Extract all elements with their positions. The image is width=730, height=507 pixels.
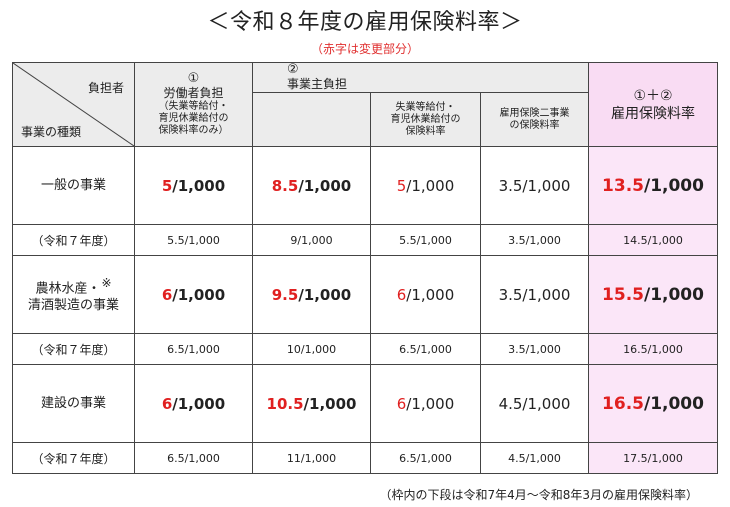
page-subtitle: （赤字は変更部分） <box>310 42 419 56</box>
category-line: 農林水産・※ <box>35 275 112 297</box>
table-row-prev: （令和７年度） 6.5/1,000 10/1,000 6.5/1,000 3.5… <box>12 333 718 365</box>
prev-total: 16.5/1,000 <box>588 333 718 365</box>
employer-rate-cell: 8.5/1,000 <box>252 146 371 225</box>
prev-year-label: （令和７年度） <box>12 224 135 256</box>
rate-table: 負担者 事業の種類 ① 労働者負担 （失業等給付・ 育児休業給付の 保険料率のみ… <box>12 62 718 474</box>
prev-two-programs: 3.5/1,000 <box>480 333 589 365</box>
table-row-prev: （令和７年度） 5.5/1,000 9/1,000 5.5/1,000 3.5/… <box>12 224 718 256</box>
worker-rate-cell: 6/1,000 <box>134 255 253 334</box>
prev-year-label: （令和７年度） <box>12 333 135 365</box>
category-line: 建設の事業 <box>40 396 106 411</box>
employer-rate-cell: 10.5/1,000 <box>252 364 371 443</box>
employer-number: ② <box>287 62 299 77</box>
prev-employer: 11/1,000 <box>252 442 371 474</box>
benefits-rate-cell: 5/1,000 <box>370 146 481 225</box>
prev-worker: 6.5/1,000 <box>134 333 253 365</box>
two-programs-rate-cell: 3.5/1,000 <box>480 255 589 334</box>
prev-two-programs: 4.5/1,000 <box>480 442 589 474</box>
prev-worker: 5.5/1,000 <box>134 224 253 256</box>
total-rate-cell: 15.5/1,000 <box>588 255 718 334</box>
prev-benefits: 6.5/1,000 <box>370 442 481 474</box>
table-row: 一般の事業 5/1,000 8.5/1,000 5/1,000 3.5/1,00… <box>12 146 718 225</box>
two-programs-rate-cell: 4.5/1,000 <box>480 364 589 443</box>
worker-rate-cell: 6/1,000 <box>134 364 253 443</box>
category-cell: 建設の事業 <box>12 364 135 443</box>
benefits-rate-cell: 6/1,000 <box>370 255 481 334</box>
prev-total: 14.5/1,000 <box>588 224 718 256</box>
category-line: 清酒製造の事業 <box>27 298 119 314</box>
table-row: 建設の事業 6/1,000 10.5/1,000 6/1,000 4.5/1,0… <box>12 364 718 443</box>
corner-top-label: 負担者 <box>87 81 124 95</box>
benefits-label-1: 失業等給付・ <box>395 101 456 113</box>
header-employer-blank <box>252 92 371 147</box>
benefits-label-3: 保険料率 <box>405 125 446 137</box>
category-line: 一般の事業 <box>40 178 106 193</box>
header-benefits: 失業等給付・ 育児休業給付の 保険料率 <box>370 92 481 147</box>
worker-rate-cell: 5/1,000 <box>134 146 253 225</box>
worker-number: ① <box>187 71 200 86</box>
page-title: ＜令和８年度の雇用保険料率＞ <box>207 10 523 35</box>
benefits-rate-cell: 6/1,000 <box>370 364 481 443</box>
prev-two-programs: 3.5/1,000 <box>480 224 589 256</box>
employer-label: 事業主負担 <box>287 77 348 91</box>
worker-note-1: （失業等給付・ <box>158 101 229 112</box>
prev-total: 17.5/1,000 <box>588 442 718 474</box>
total-rate-cell: 16.5/1,000 <box>588 364 718 443</box>
header-worker: ① 労働者負担 （失業等給付・ 育児休業給付の 保険料率のみ） <box>134 62 253 147</box>
header-employer: ② 事業主負担 <box>252 62 589 93</box>
two-programs-label-1: 雇用保険二事業 <box>499 107 570 119</box>
prev-employer: 10/1,000 <box>252 333 371 365</box>
table-row: 農林水産・※ 清酒製造の事業 6/1,000 9.5/1,000 6/1,000… <box>12 255 718 334</box>
total-rate-cell: 13.5/1,000 <box>588 146 718 225</box>
worker-note-3: 保険料率のみ） <box>158 125 229 136</box>
two-programs-rate-cell: 3.5/1,000 <box>480 146 589 225</box>
total-label: 雇用保険料率 <box>611 105 695 122</box>
benefits-label-2: 育児休業給付の <box>390 113 461 125</box>
worker-note-2: 育児休業給付の <box>158 113 229 124</box>
prev-year-label: （令和７年度） <box>12 442 135 474</box>
footnote: （枠内の下段は令和7年4月～令和8年3月の雇用保険料率） <box>379 488 698 502</box>
header-total: ①＋② 雇用保険料率 <box>588 62 718 147</box>
prev-benefits: 6.5/1,000 <box>370 333 481 365</box>
header-corner: 負担者 事業の種類 <box>12 62 135 147</box>
employer-rate-cell: 9.5/1,000 <box>252 255 371 334</box>
header-two-programs: 雇用保険二事業 の保険料率 <box>480 92 589 147</box>
two-programs-label-2: の保険料率 <box>509 119 560 131</box>
prev-employer: 9/1,000 <box>252 224 371 256</box>
prev-worker: 6.5/1,000 <box>134 442 253 474</box>
total-number: ①＋② <box>633 87 673 104</box>
category-cell: 農林水産・※ 清酒製造の事業 <box>12 255 135 334</box>
prev-benefits: 5.5/1,000 <box>370 224 481 256</box>
category-cell: 一般の事業 <box>12 146 135 225</box>
note-mark: ※ <box>101 275 112 290</box>
worker-label: 労働者負担 <box>163 86 224 100</box>
table-row-prev: （令和７年度） 6.5/1,000 11/1,000 6.5/1,000 4.5… <box>12 442 718 474</box>
corner-bottom-label: 事業の種類 <box>21 125 82 139</box>
